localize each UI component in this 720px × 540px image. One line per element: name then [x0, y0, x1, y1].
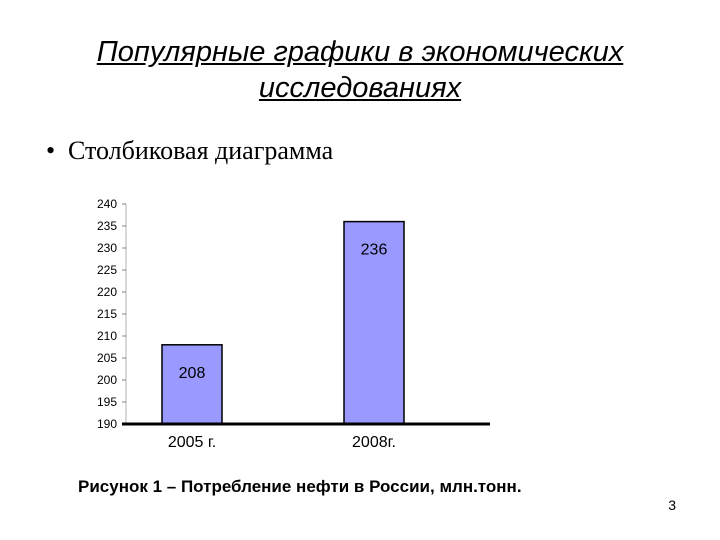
y-tick-label: 225 — [97, 263, 117, 277]
y-tick-label: 200 — [97, 373, 117, 387]
page-number: 3 — [668, 497, 676, 513]
slide-title: Популярные графики в экономических иссле… — [40, 34, 680, 106]
slide-title-line-1: Популярные графики в экономических — [96, 36, 624, 68]
y-tick-label: 240 — [97, 197, 117, 211]
data-label: 236 — [361, 242, 388, 259]
y-tick-label: 235 — [97, 219, 117, 233]
y-tick-label: 220 — [97, 285, 117, 299]
figure-caption: Рисунок 1 – Потребление нефти в России, … — [78, 477, 522, 496]
y-tick-label: 195 — [97, 395, 117, 409]
slide-title-line-2: исследованиях — [258, 72, 462, 104]
y-tick-label: 210 — [97, 329, 117, 343]
bullet-text: Столбиковая диаграмма — [68, 136, 334, 165]
x-tick-label: 2008г. — [352, 434, 396, 451]
bullet-item: • Столбиковая диаграмма — [46, 136, 333, 166]
y-tick-label: 215 — [97, 307, 117, 321]
x-tick-label: 2005 г. — [168, 434, 216, 451]
y-tick-label: 205 — [97, 351, 117, 365]
bar-1 — [161, 344, 223, 425]
bullet-dot-icon: • — [46, 136, 56, 165]
bar-2 — [343, 220, 405, 425]
data-label: 208 — [179, 365, 206, 382]
y-tick-label: 230 — [97, 241, 117, 255]
y-tick-label: 190 — [97, 417, 117, 431]
